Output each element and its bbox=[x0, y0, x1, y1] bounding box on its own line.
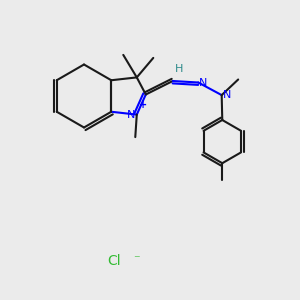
Text: Cl: Cl bbox=[107, 254, 121, 268]
Text: ⁻: ⁻ bbox=[133, 253, 140, 266]
Text: N: N bbox=[223, 89, 231, 100]
Text: N: N bbox=[199, 77, 208, 88]
Text: N: N bbox=[127, 110, 135, 120]
Text: H: H bbox=[175, 64, 184, 74]
Text: +: + bbox=[139, 100, 147, 110]
